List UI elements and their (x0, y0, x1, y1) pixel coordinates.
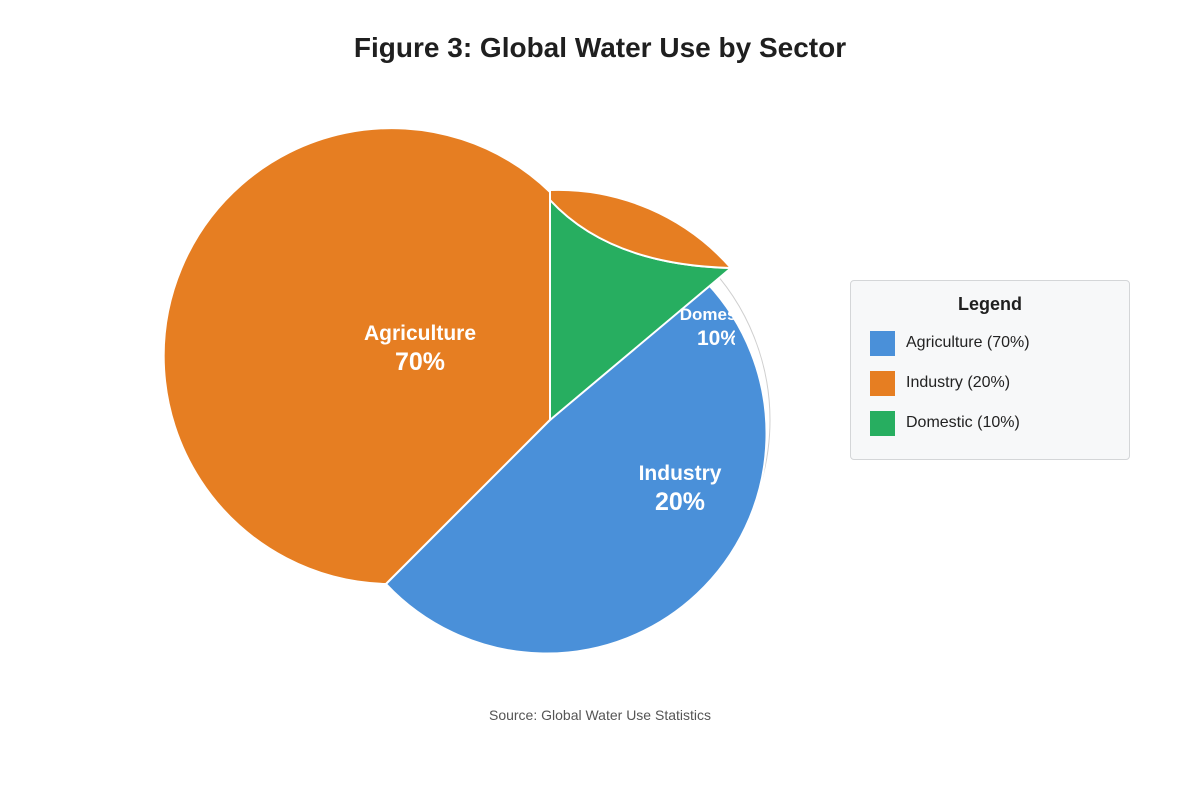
chart-title: Figure 3: Global Water Use by Sector (353, 32, 847, 63)
slice-label-domestic-value: 10% (697, 327, 739, 350)
legend-item-industry[interactable]: Industry (20%) (870, 370, 1010, 396)
pie-slice-cap (549, 188, 734, 270)
legend-swatch-domestic (870, 410, 895, 436)
legend-label-industry: Industry (20%) (906, 374, 1011, 391)
pie-slice-industry[interactable] (384, 281, 768, 655)
legend-title: Legend (957, 294, 1022, 314)
slice-label-agriculture-value: 70% (395, 348, 445, 376)
legend-item-agriculture[interactable]: Agriculture (70%) (870, 330, 1030, 356)
slice-label-domestic-name: Domestic (680, 305, 757, 324)
slice-label-industry-name: Industry (639, 462, 722, 485)
legend-item-domestic[interactable]: Domestic (10%) (870, 410, 1020, 436)
pie-slice-agriculture[interactable] (162, 127, 551, 586)
legend-swatch-agriculture (870, 330, 895, 356)
slice-label-agriculture-name: Agriculture (364, 322, 476, 345)
legend-label-domestic: Domestic (10%) (906, 414, 1020, 431)
chart-legend: Legend Agriculture (70%) Industry (20%) … (850, 280, 1130, 460)
legend-label-agriculture: Agriculture (70%) (906, 334, 1030, 351)
legend-swatch-industry (870, 370, 895, 396)
source-note: Source: Global Water Use Statistics (488, 707, 711, 723)
slice-label-industry-value: 20% (655, 488, 705, 516)
